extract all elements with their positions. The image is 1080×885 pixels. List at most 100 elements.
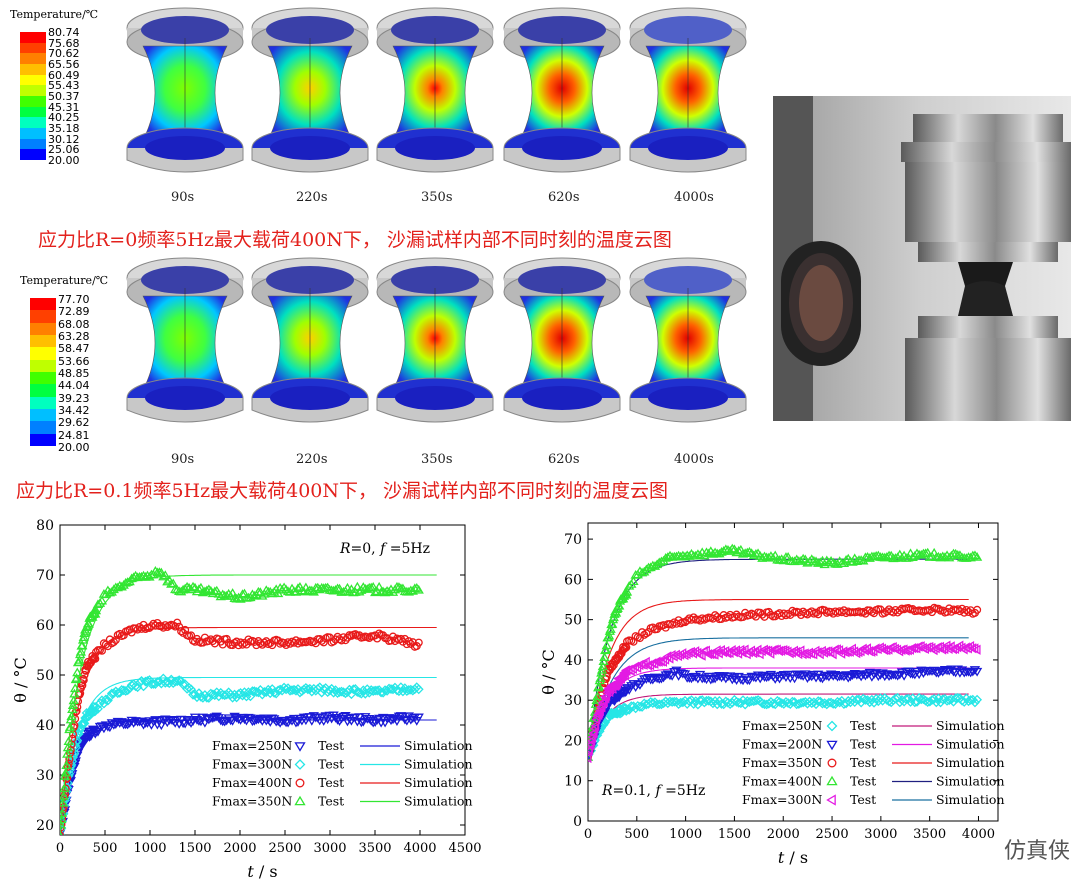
test-point bbox=[873, 550, 884, 560]
y-tick-label: 50 bbox=[36, 668, 54, 684]
test-point bbox=[294, 795, 306, 806]
test-point bbox=[334, 687, 345, 697]
test-point bbox=[83, 618, 94, 628]
test-point bbox=[280, 584, 292, 594]
test-point bbox=[261, 585, 272, 594]
test-point bbox=[251, 687, 262, 697]
test-point bbox=[393, 582, 405, 591]
top-color-scale bbox=[20, 32, 46, 160]
test-point bbox=[798, 672, 809, 681]
test-point bbox=[259, 687, 270, 697]
test-point bbox=[656, 674, 667, 684]
scale-label: 65.56 bbox=[48, 57, 80, 71]
watermark: 仿真侠 bbox=[1003, 839, 1070, 864]
test-point bbox=[61, 760, 72, 770]
test-point bbox=[351, 630, 360, 639]
test-point bbox=[269, 687, 280, 698]
test-point bbox=[96, 595, 108, 605]
test-point bbox=[841, 698, 852, 709]
legend-sim-label: Simulation bbox=[404, 794, 473, 809]
scale-swatch bbox=[20, 53, 46, 64]
test-point bbox=[80, 626, 92, 636]
test-point bbox=[599, 652, 610, 662]
test-point bbox=[604, 686, 614, 698]
y-tick-label: 60 bbox=[36, 618, 54, 634]
test-point bbox=[105, 635, 114, 644]
test-point bbox=[620, 670, 629, 681]
test-point bbox=[742, 696, 753, 707]
test-point bbox=[252, 641, 261, 650]
test-point bbox=[60, 802, 68, 812]
test-point bbox=[222, 634, 231, 644]
scale-label: 63.28 bbox=[58, 329, 90, 343]
test-point bbox=[160, 677, 171, 688]
scale-swatch bbox=[20, 106, 46, 118]
y-axis-label: θ / °C bbox=[539, 649, 558, 694]
scale-label: 25.06 bbox=[48, 143, 80, 157]
scale-swatch bbox=[20, 85, 46, 96]
scale-swatch bbox=[20, 42, 46, 54]
test-point bbox=[720, 696, 731, 707]
test-point bbox=[292, 583, 304, 592]
test-point bbox=[740, 699, 751, 710]
test-point bbox=[275, 719, 286, 728]
legend-test-label: Test bbox=[850, 737, 876, 752]
hourglass-specimen bbox=[251, 7, 369, 173]
test-point bbox=[171, 622, 180, 631]
test-point bbox=[669, 696, 680, 707]
test-point bbox=[705, 649, 715, 660]
test-point bbox=[952, 692, 963, 703]
legend-test-label: Test bbox=[850, 792, 876, 807]
y-tick-label: 10 bbox=[564, 774, 582, 790]
scale-label: 77.70 bbox=[58, 293, 90, 306]
test-point bbox=[689, 613, 698, 622]
test-point bbox=[722, 648, 732, 659]
test-point bbox=[358, 717, 369, 727]
simulation-line bbox=[60, 676, 437, 835]
test-point bbox=[263, 684, 274, 695]
test-point bbox=[294, 759, 306, 770]
time-label: 350s bbox=[421, 190, 453, 205]
test-point bbox=[815, 557, 826, 567]
test-point bbox=[289, 638, 299, 647]
test-point bbox=[957, 695, 967, 706]
scale-label: 53.66 bbox=[58, 354, 90, 368]
test-point bbox=[716, 546, 727, 556]
test-point bbox=[696, 650, 706, 661]
test-point bbox=[686, 674, 697, 684]
test-point bbox=[318, 717, 329, 726]
test-point bbox=[827, 649, 837, 660]
legend-sim-label: Simulation bbox=[936, 718, 1005, 733]
scale-label: 58.47 bbox=[58, 342, 90, 356]
test-point bbox=[699, 674, 710, 684]
test-point bbox=[207, 588, 218, 598]
test-point bbox=[597, 661, 608, 671]
test-point bbox=[405, 715, 416, 725]
scale-swatch bbox=[30, 322, 56, 335]
test-point bbox=[187, 581, 199, 591]
test-point bbox=[903, 693, 914, 704]
test-point bbox=[75, 646, 87, 656]
test-point bbox=[69, 688, 80, 698]
test-point bbox=[285, 639, 295, 648]
x-tick-label: 1000 bbox=[669, 827, 702, 842]
legend-test-label: Test bbox=[318, 757, 344, 772]
scale-label: 40.25 bbox=[48, 111, 80, 125]
test-point bbox=[109, 637, 118, 647]
test-series bbox=[60, 566, 424, 835]
test-point bbox=[971, 644, 981, 655]
test-point bbox=[826, 720, 838, 732]
test-point bbox=[612, 678, 622, 689]
test-point bbox=[748, 696, 759, 707]
test-point bbox=[60, 808, 68, 817]
test-point bbox=[354, 687, 365, 698]
test-point bbox=[684, 696, 695, 707]
test-point bbox=[95, 698, 105, 709]
test-point bbox=[639, 566, 650, 576]
test-point bbox=[207, 714, 218, 723]
test-point bbox=[231, 713, 242, 723]
test-point bbox=[66, 711, 77, 721]
chart-r01: 0 500 1000 1500 2000 2500 3000 3500 4000 0 10 20 30 4… bbox=[539, 522, 1005, 867]
test-point bbox=[161, 621, 170, 630]
legend-test-label: Test bbox=[318, 775, 344, 790]
